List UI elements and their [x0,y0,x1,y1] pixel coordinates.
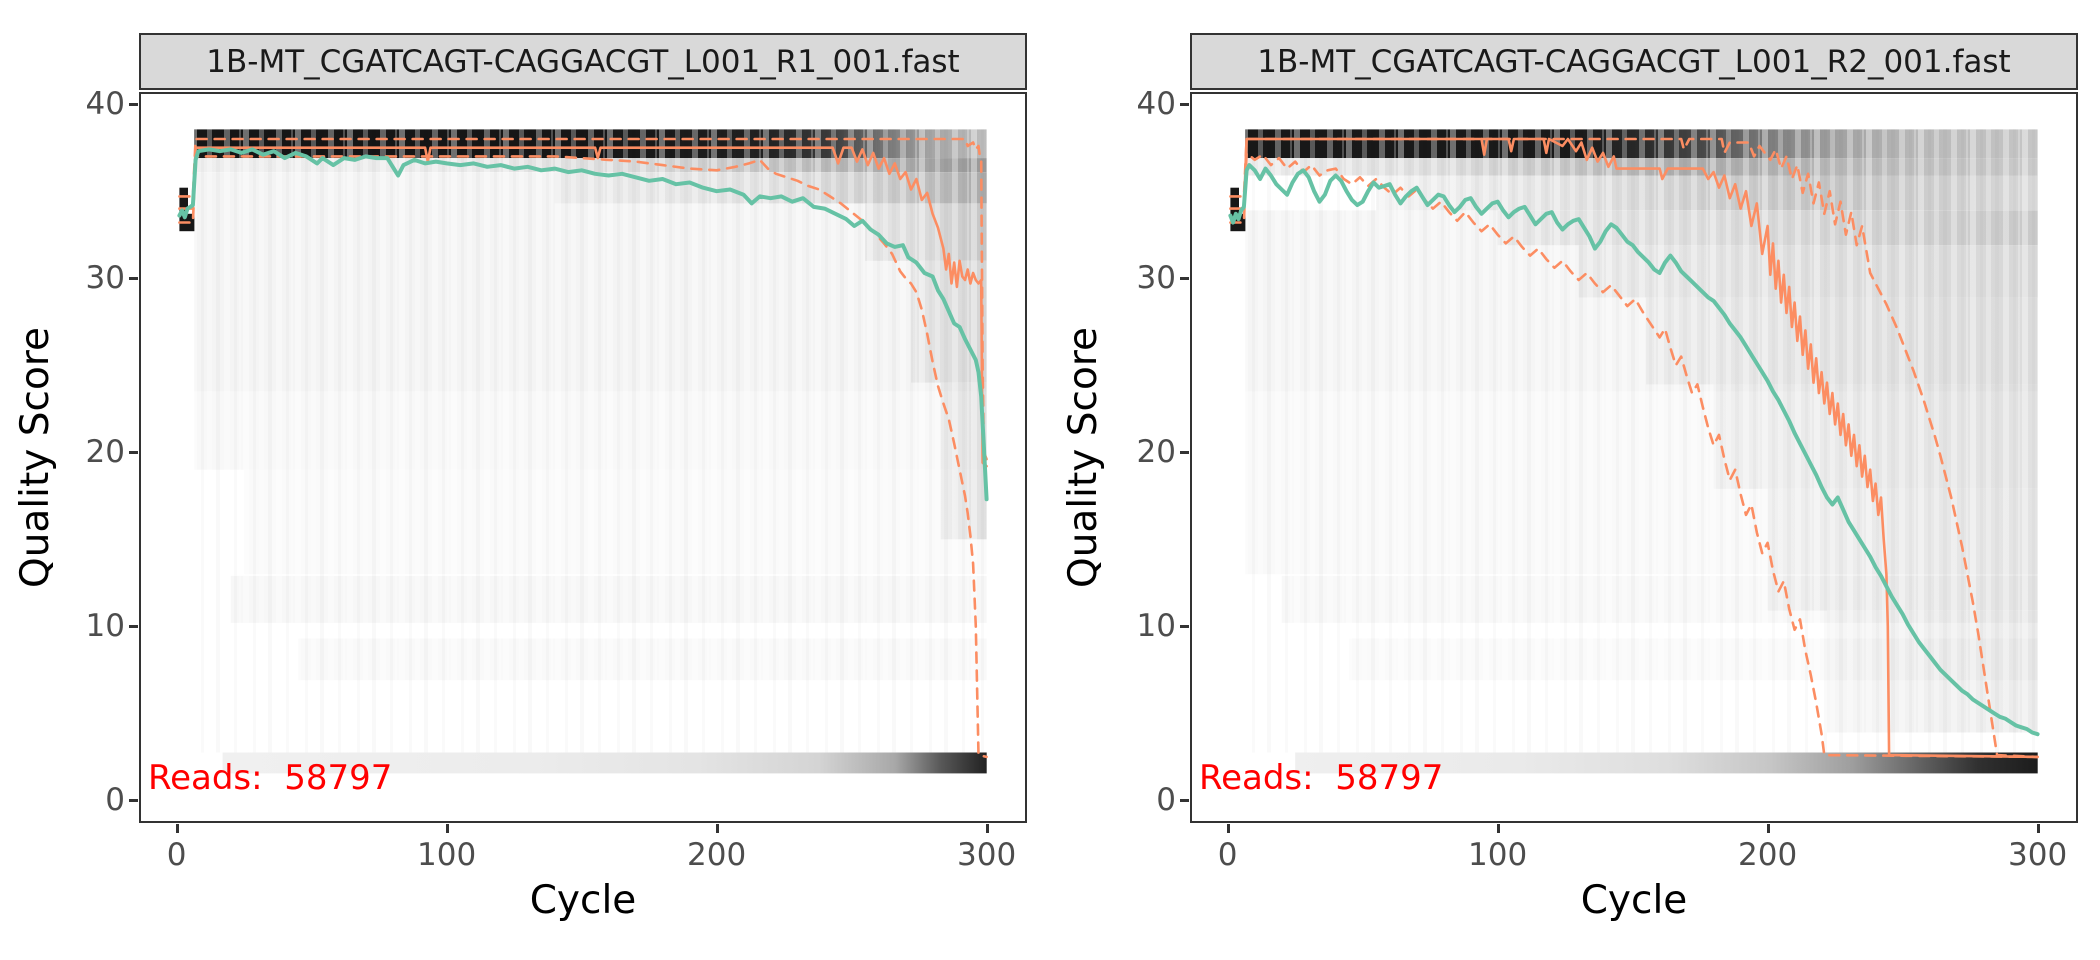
heat-band-start-blob-upper [1230,187,1239,216]
heat-band-bottom-n-bar [1295,752,2038,774]
reads-annotation-r2: Reads: 58797 [1199,758,1444,798]
x-tick-label: 300 [957,837,1017,873]
q25-percentile-line [1229,151,2039,759]
y-tick-mark [1180,624,1189,628]
x-axis-title-r2: Cycle [1580,878,1688,923]
x-tick-label: 100 [1468,837,1528,873]
x-tick-label: 100 [417,837,477,873]
x-axis-title-r1: Cycle [529,878,637,923]
x-tick-mark [1226,824,1230,833]
quality-heatmap-r1 [177,129,989,774]
y-tick-label: 40 [1136,86,1176,123]
x-tick-label: 200 [1738,837,1798,873]
y-tick-mark [1180,450,1189,454]
facet-strip-label-r2: 1B-MT_CGATCAGT-CAGGACGT_L001_R2_001.fast [1257,43,2011,80]
heat-band-start-blob-upper [179,187,188,216]
x-tick-mark [985,824,989,833]
y-tick-mark [1180,102,1189,106]
x-tick-mark [1766,824,1770,833]
y-tick-label: 20 [1136,434,1176,471]
x-tick-mark [2036,824,2040,833]
facet-strip-r2: 1B-MT_CGATCAGT-CAGGACGT_L001_R2_001.fast [1190,33,2078,90]
y-tick-label: 40 [85,86,125,123]
median-line [1229,137,2039,759]
y-tick-label: 10 [1136,608,1176,645]
facet-strip-label-r1: 1B-MT_CGATCAGT-CAGGACGT_L001_R1_001.fast [206,43,960,80]
y-tick-mark [129,624,138,628]
heatmap-streaks [1245,129,2038,753]
y-tick-mark [129,450,138,454]
mean-line [1228,163,2040,737]
y-tick-label: 10 [85,608,125,645]
median-line [178,146,988,468]
y-tick-label: 20 [85,434,125,471]
y-tick-mark [129,276,138,280]
x-tick-mark [175,824,179,833]
y-tick-label: 0 [1156,782,1176,819]
y-tick-label: 0 [105,782,125,819]
x-tick-mark [1496,824,1500,833]
q75-percentile-line [1229,137,2039,759]
plot-panel-r2: Reads: 58797 [1190,92,2078,823]
y-tick-label: 30 [85,260,125,297]
y-tick-label: 30 [1136,260,1176,297]
y-tick-mark [129,102,138,106]
q25-percentile-line [178,155,988,759]
mean-line [177,147,989,502]
x-tick-label: 200 [687,837,747,873]
facet-strip-r1: 1B-MT_CGATCAGT-CAGGACGT_L001_R1_001.fast [139,33,1027,90]
y-tick-mark [1180,276,1189,280]
y-tick-mark [129,798,138,802]
heat-band-bottom-n-bar [222,752,987,774]
x-tick-label: 300 [2008,837,2068,873]
reads-annotation-r1: Reads: 58797 [148,758,393,798]
x-tick-label: 0 [166,837,187,873]
x-tick-mark [445,824,449,833]
x-tick-mark [715,824,719,833]
plot-panel-r1: Reads: 58797 [139,92,1027,823]
quality-heatmap-r2 [1228,129,2040,774]
y-tick-mark [1180,798,1189,802]
heatmap-streaks [194,129,987,753]
x-tick-label: 0 [1217,837,1238,873]
